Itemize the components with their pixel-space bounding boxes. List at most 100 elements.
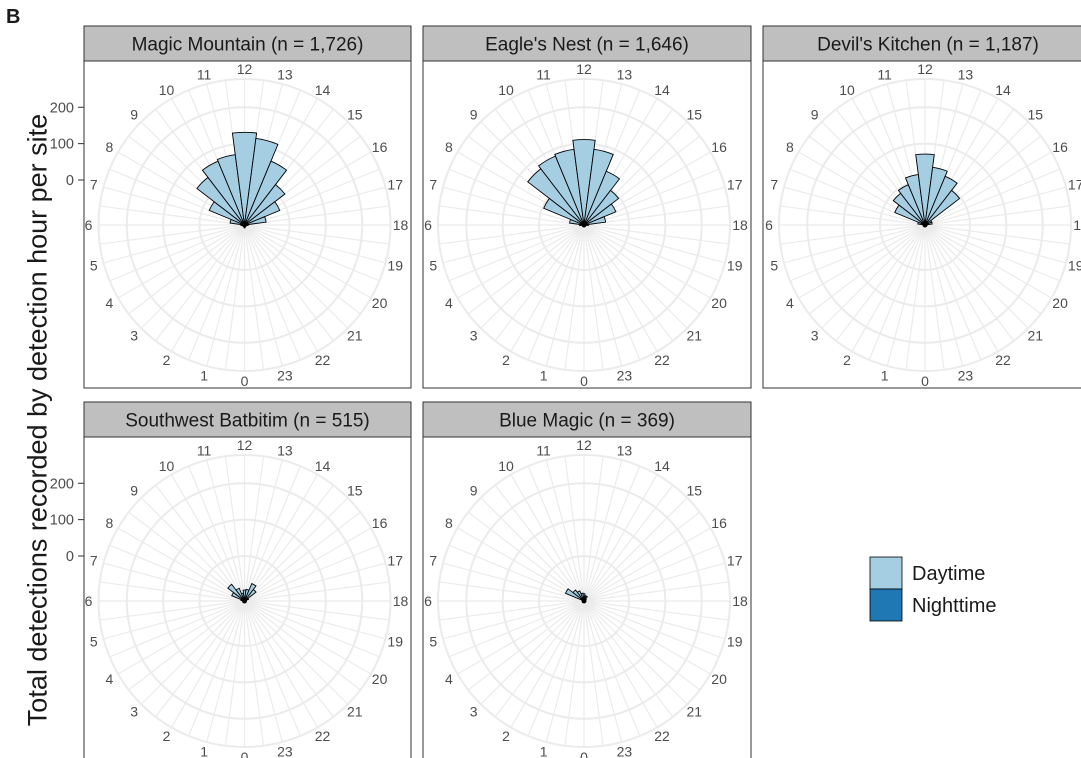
grid-spoke: [140, 600, 245, 705]
hour-label: 7: [770, 177, 778, 193]
facet-panel: Devil's Kitchen (n = 1,187)0123456789101…: [762, 25, 1081, 389]
grid-spoke: [583, 600, 623, 743]
grid-spoke: [99, 205, 245, 226]
grid-spoke: [442, 600, 585, 640]
grid-spoke: [140, 224, 245, 329]
grid-spoke: [244, 484, 334, 602]
grid-spoke: [224, 600, 246, 746]
facet-title: Blue Magic (n = 369): [499, 411, 675, 432]
grid-spoke: [583, 224, 711, 299]
grid-spoke: [924, 151, 1052, 226]
hour-label: 12: [237, 437, 253, 453]
hour-label: 15: [687, 483, 703, 499]
hour-label: 8: [445, 515, 453, 531]
grid-spoke: [924, 186, 1067, 226]
grid-spoke: [224, 456, 246, 602]
hour-label: 8: [106, 139, 114, 155]
grid-spoke: [821, 224, 926, 329]
grid-spoke: [583, 224, 658, 352]
grid-spoke: [924, 205, 1070, 226]
bar-hour-15: [924, 189, 961, 226]
facet-strip: [83, 401, 412, 438]
grid-spoke: [583, 224, 688, 329]
grid-spoke: [924, 168, 1061, 226]
grid-spoke: [783, 224, 926, 264]
grid-spoke: [109, 544, 245, 602]
hour-label: 19: [727, 633, 743, 649]
grid-spoke: [244, 224, 372, 299]
grid-spoke: [188, 465, 246, 602]
grid-spoke: [244, 511, 361, 602]
grid-spoke: [244, 600, 386, 640]
hour-label: 18: [1073, 217, 1081, 233]
hour-label: 2: [163, 352, 171, 368]
facet-title: Southwest Batbitim (n = 515): [125, 411, 370, 432]
grid-spoke: [243, 474, 319, 602]
grid-spoke: [510, 224, 585, 352]
grid-spoke: [244, 205, 390, 226]
grid-spoke: [243, 459, 283, 602]
hour-label: 21: [347, 703, 363, 719]
hour-label: 5: [770, 257, 778, 273]
grid-spoke: [243, 600, 319, 728]
radial-tick-label: 100: [50, 137, 74, 153]
grid-spoke: [583, 224, 674, 342]
hour-label: 3: [811, 327, 819, 343]
grid-spoke: [109, 224, 245, 282]
hour-label: 23: [958, 368, 974, 384]
grid-spoke: [224, 224, 246, 370]
hour-label: 12: [917, 61, 933, 77]
grid-spoke: [545, 600, 585, 743]
grid-spoke: [583, 600, 641, 737]
grid-spoke: [140, 497, 245, 602]
grid-spoke: [244, 224, 380, 282]
bar-hour-17: [244, 216, 267, 226]
facet-panel: Southwest Batbitim (n = 515)012345678910…: [50, 401, 412, 758]
hour-label: 19: [727, 257, 743, 273]
hour-label: 17: [387, 177, 403, 193]
grid-spoke: [117, 527, 245, 602]
bar-hour-15: [583, 189, 620, 226]
hour-label: 19: [1068, 257, 1081, 273]
grid-spoke: [244, 600, 372, 675]
grid-spoke: [583, 600, 711, 675]
bar-hour-13: [583, 148, 614, 226]
grid-spoke: [170, 224, 246, 352]
legend-swatch-daytime: [869, 556, 903, 590]
grid-spoke: [924, 224, 1070, 245]
grid-spoke: [457, 600, 585, 675]
grid-spoke: [583, 581, 729, 602]
grid-spoke: [480, 224, 585, 329]
hour-label: 3: [130, 703, 138, 719]
grid-spoke: [243, 224, 283, 367]
grid-spoke: [244, 600, 380, 658]
hour-label: 4: [445, 671, 453, 687]
grid-spoke: [510, 474, 585, 602]
grid-spoke: [117, 600, 245, 675]
hour-label: 14: [654, 82, 670, 98]
radial-tick-label: 0: [66, 549, 74, 565]
grid-spoke: [583, 224, 729, 245]
grid-spoke: [103, 600, 245, 640]
hour-label: 18: [732, 217, 748, 233]
facet-title: Magic Mountain (n = 1,726): [132, 35, 364, 56]
hour-label: 6: [85, 217, 93, 233]
grid-spoke: [243, 456, 265, 602]
hour-label: 7: [429, 553, 437, 569]
grid-spoke: [109, 600, 245, 658]
hour-label: 0: [580, 749, 588, 758]
grid-spoke: [467, 600, 585, 691]
bar-hour-12: [231, 131, 258, 226]
hour-label: 12: [576, 437, 592, 453]
center-point: [242, 222, 247, 228]
bar-hour-9: [227, 583, 245, 602]
grid-spoke: [924, 224, 999, 352]
grid-spoke: [583, 511, 701, 602]
grid-spoke: [244, 224, 361, 315]
hour-label: 10: [498, 82, 514, 98]
legend-label: Nighttime: [912, 595, 996, 617]
hour-label: 23: [277, 744, 293, 758]
hour-label: 4: [445, 295, 453, 311]
grid-spoke: [206, 224, 246, 367]
